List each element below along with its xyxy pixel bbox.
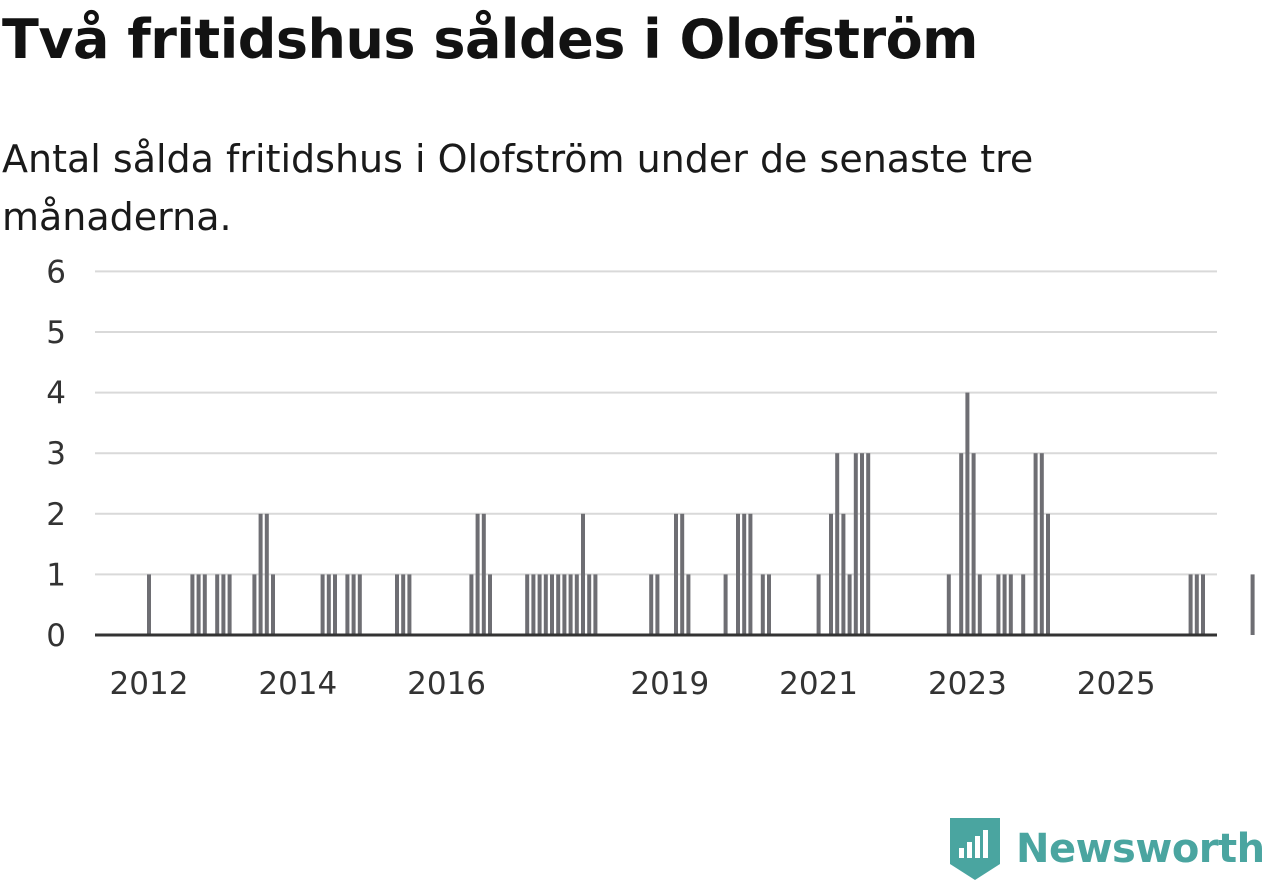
y-tick-label: 1 bbox=[46, 557, 66, 593]
bar bbox=[1046, 513, 1050, 635]
bar bbox=[996, 574, 1001, 635]
bar bbox=[686, 574, 691, 635]
bar bbox=[531, 574, 536, 635]
x-tick-label: 2016 bbox=[407, 666, 486, 702]
bar bbox=[760, 574, 765, 635]
chart-title: Två fritidshus såldes i Olofström bbox=[2, 8, 978, 71]
bar bbox=[357, 574, 362, 635]
x-tick-label: 2019 bbox=[630, 666, 709, 702]
bar bbox=[326, 574, 331, 635]
bar bbox=[742, 513, 747, 635]
bar bbox=[1188, 574, 1193, 635]
bar bbox=[959, 453, 964, 635]
bar bbox=[841, 513, 846, 635]
bar bbox=[252, 574, 257, 635]
bar bbox=[829, 513, 833, 635]
bar bbox=[543, 574, 548, 635]
y-tick-label: 3 bbox=[46, 436, 66, 472]
bar bbox=[221, 574, 226, 635]
bar bbox=[320, 574, 325, 635]
bar bbox=[847, 574, 852, 635]
bar bbox=[227, 574, 232, 635]
x-tick-label: 2012 bbox=[110, 666, 189, 702]
bar bbox=[190, 574, 195, 635]
bar bbox=[1250, 574, 1255, 635]
y-tick-label: 4 bbox=[46, 376, 66, 412]
bar bbox=[562, 574, 567, 635]
bar bbox=[593, 574, 598, 635]
chart-subtitle: Antal sålda fritidshus i Olofström under… bbox=[2, 137, 1034, 239]
x-tick-label: 2023 bbox=[928, 666, 1007, 702]
x-axis-ticks: 2012 2014 2016 2019 2021 2023 2025 bbox=[110, 666, 1156, 702]
bar bbox=[550, 574, 554, 635]
bar bbox=[965, 392, 970, 635]
bar bbox=[748, 513, 753, 635]
brand-name: Newsworthy bbox=[1016, 826, 1262, 872]
y-tick-label: 5 bbox=[46, 315, 66, 351]
bar bbox=[853, 453, 858, 635]
bar bbox=[649, 574, 654, 635]
bar bbox=[215, 574, 220, 635]
x-tick-label: 2025 bbox=[1077, 666, 1156, 702]
y-tick-label: 6 bbox=[46, 254, 66, 290]
bar bbox=[860, 453, 864, 635]
bar bbox=[271, 574, 275, 635]
bar bbox=[395, 574, 399, 635]
bar bbox=[537, 574, 542, 635]
bars bbox=[147, 392, 1255, 635]
x-tick-label: 2021 bbox=[779, 666, 858, 702]
bar bbox=[258, 513, 263, 635]
bar bbox=[1201, 574, 1205, 635]
bar bbox=[835, 453, 840, 635]
bar bbox=[574, 574, 579, 635]
newsworthy-logo: Newsworthy bbox=[950, 818, 1262, 880]
bar bbox=[1039, 453, 1044, 635]
bar bbox=[475, 513, 480, 635]
bar bbox=[866, 453, 871, 635]
bar bbox=[568, 574, 573, 635]
bar bbox=[1008, 574, 1013, 635]
y-axis-ticks: 0 1 2 3 4 5 6 bbox=[46, 254, 66, 654]
y-tick-label: 2 bbox=[46, 497, 66, 533]
newsworthy-logo-icon bbox=[950, 818, 1000, 880]
bar bbox=[345, 574, 350, 635]
bar bbox=[971, 453, 976, 635]
bar bbox=[333, 574, 337, 635]
bar bbox=[736, 513, 740, 635]
bar bbox=[1002, 574, 1007, 635]
bar bbox=[581, 513, 585, 635]
bar bbox=[674, 513, 678, 635]
bar bbox=[655, 574, 660, 635]
bar bbox=[1021, 574, 1026, 635]
bar bbox=[147, 574, 151, 635]
bar bbox=[481, 513, 486, 635]
grid-lines bbox=[95, 270, 1217, 576]
bar bbox=[767, 574, 771, 635]
bar bbox=[196, 574, 201, 635]
bar bbox=[587, 574, 592, 635]
bar bbox=[469, 574, 474, 635]
y-tick-label: 0 bbox=[46, 618, 66, 654]
bar bbox=[401, 574, 406, 635]
bar bbox=[525, 574, 530, 635]
bar bbox=[816, 574, 821, 635]
bar bbox=[264, 513, 269, 635]
bar bbox=[407, 574, 412, 635]
bar bbox=[351, 574, 356, 635]
bar bbox=[946, 574, 951, 635]
bar bbox=[1194, 574, 1199, 635]
bar bbox=[488, 574, 492, 635]
x-tick-label: 2014 bbox=[258, 666, 337, 702]
bar bbox=[977, 574, 982, 635]
bar bbox=[723, 574, 728, 635]
bar bbox=[1033, 453, 1038, 635]
bar bbox=[680, 513, 685, 635]
bar bbox=[202, 574, 207, 635]
bar bbox=[556, 574, 561, 635]
